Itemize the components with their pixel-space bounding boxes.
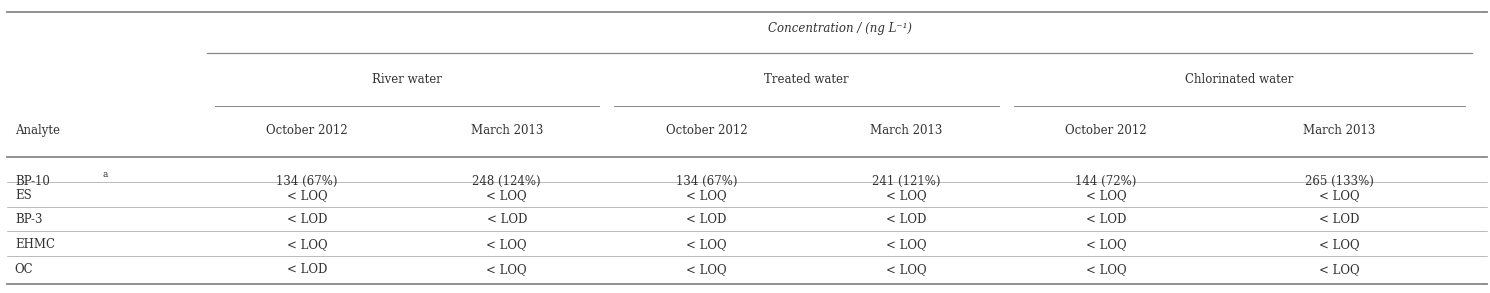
Text: < LOQ: < LOQ [1086,189,1126,202]
Text: 134 (67%): 134 (67%) [276,175,338,188]
Text: OC: OC [15,263,33,277]
Text: March 2013: March 2013 [1302,124,1375,137]
Text: < LOD: < LOD [288,263,328,277]
Text: < LOQ: < LOQ [1319,263,1359,277]
Text: < LOD: < LOD [1319,213,1359,226]
Text: < LOQ: < LOQ [687,263,727,277]
Text: October 2012: October 2012 [1065,124,1147,137]
Text: < LOQ: < LOQ [286,189,328,202]
Text: Concentration / (ng L⁻¹): Concentration / (ng L⁻¹) [767,22,912,35]
Text: < LOD: < LOD [687,213,727,226]
Text: Treated water: Treated water [764,73,849,86]
Text: EHMC: EHMC [15,238,55,251]
Text: < LOQ: < LOQ [487,238,527,251]
Text: 134 (67%): 134 (67%) [676,175,738,188]
Text: October 2012: October 2012 [267,124,347,137]
Text: < LOQ: < LOQ [1319,189,1359,202]
Text: < LOD: < LOD [887,213,927,226]
Text: Analyte: Analyte [15,124,60,137]
Text: October 2012: October 2012 [666,124,748,137]
Text: ES: ES [15,189,31,202]
Text: < LOQ: < LOQ [687,189,727,202]
Text: BP-10: BP-10 [15,175,49,188]
Text: < LOQ: < LOQ [487,263,527,277]
Text: < LOQ: < LOQ [1086,263,1126,277]
Text: < LOQ: < LOQ [887,189,927,202]
Text: < LOQ: < LOQ [1319,238,1359,251]
Text: < LOQ: < LOQ [1086,238,1126,251]
Text: 144 (72%): 144 (72%) [1076,175,1137,188]
Text: < LOD: < LOD [487,213,527,226]
Text: < LOQ: < LOQ [887,238,927,251]
Text: 248 (124%): 248 (124%) [472,175,541,188]
Text: a: a [103,170,107,179]
Text: < LOD: < LOD [1086,213,1126,226]
Text: Chlorinated water: Chlorinated water [1185,73,1293,86]
Text: 241 (121%): 241 (121%) [872,175,940,188]
Text: < LOQ: < LOQ [687,238,727,251]
Text: < LOD: < LOD [288,213,328,226]
Text: < LOQ: < LOQ [286,238,328,251]
Text: BP-3: BP-3 [15,213,42,226]
Text: March 2013: March 2013 [471,124,542,137]
Text: < LOQ: < LOQ [487,189,527,202]
Text: River water: River water [372,73,443,86]
Text: March 2013: March 2013 [870,124,943,137]
Text: < LOQ: < LOQ [887,263,927,277]
Text: 265 (133%): 265 (133%) [1305,175,1374,188]
